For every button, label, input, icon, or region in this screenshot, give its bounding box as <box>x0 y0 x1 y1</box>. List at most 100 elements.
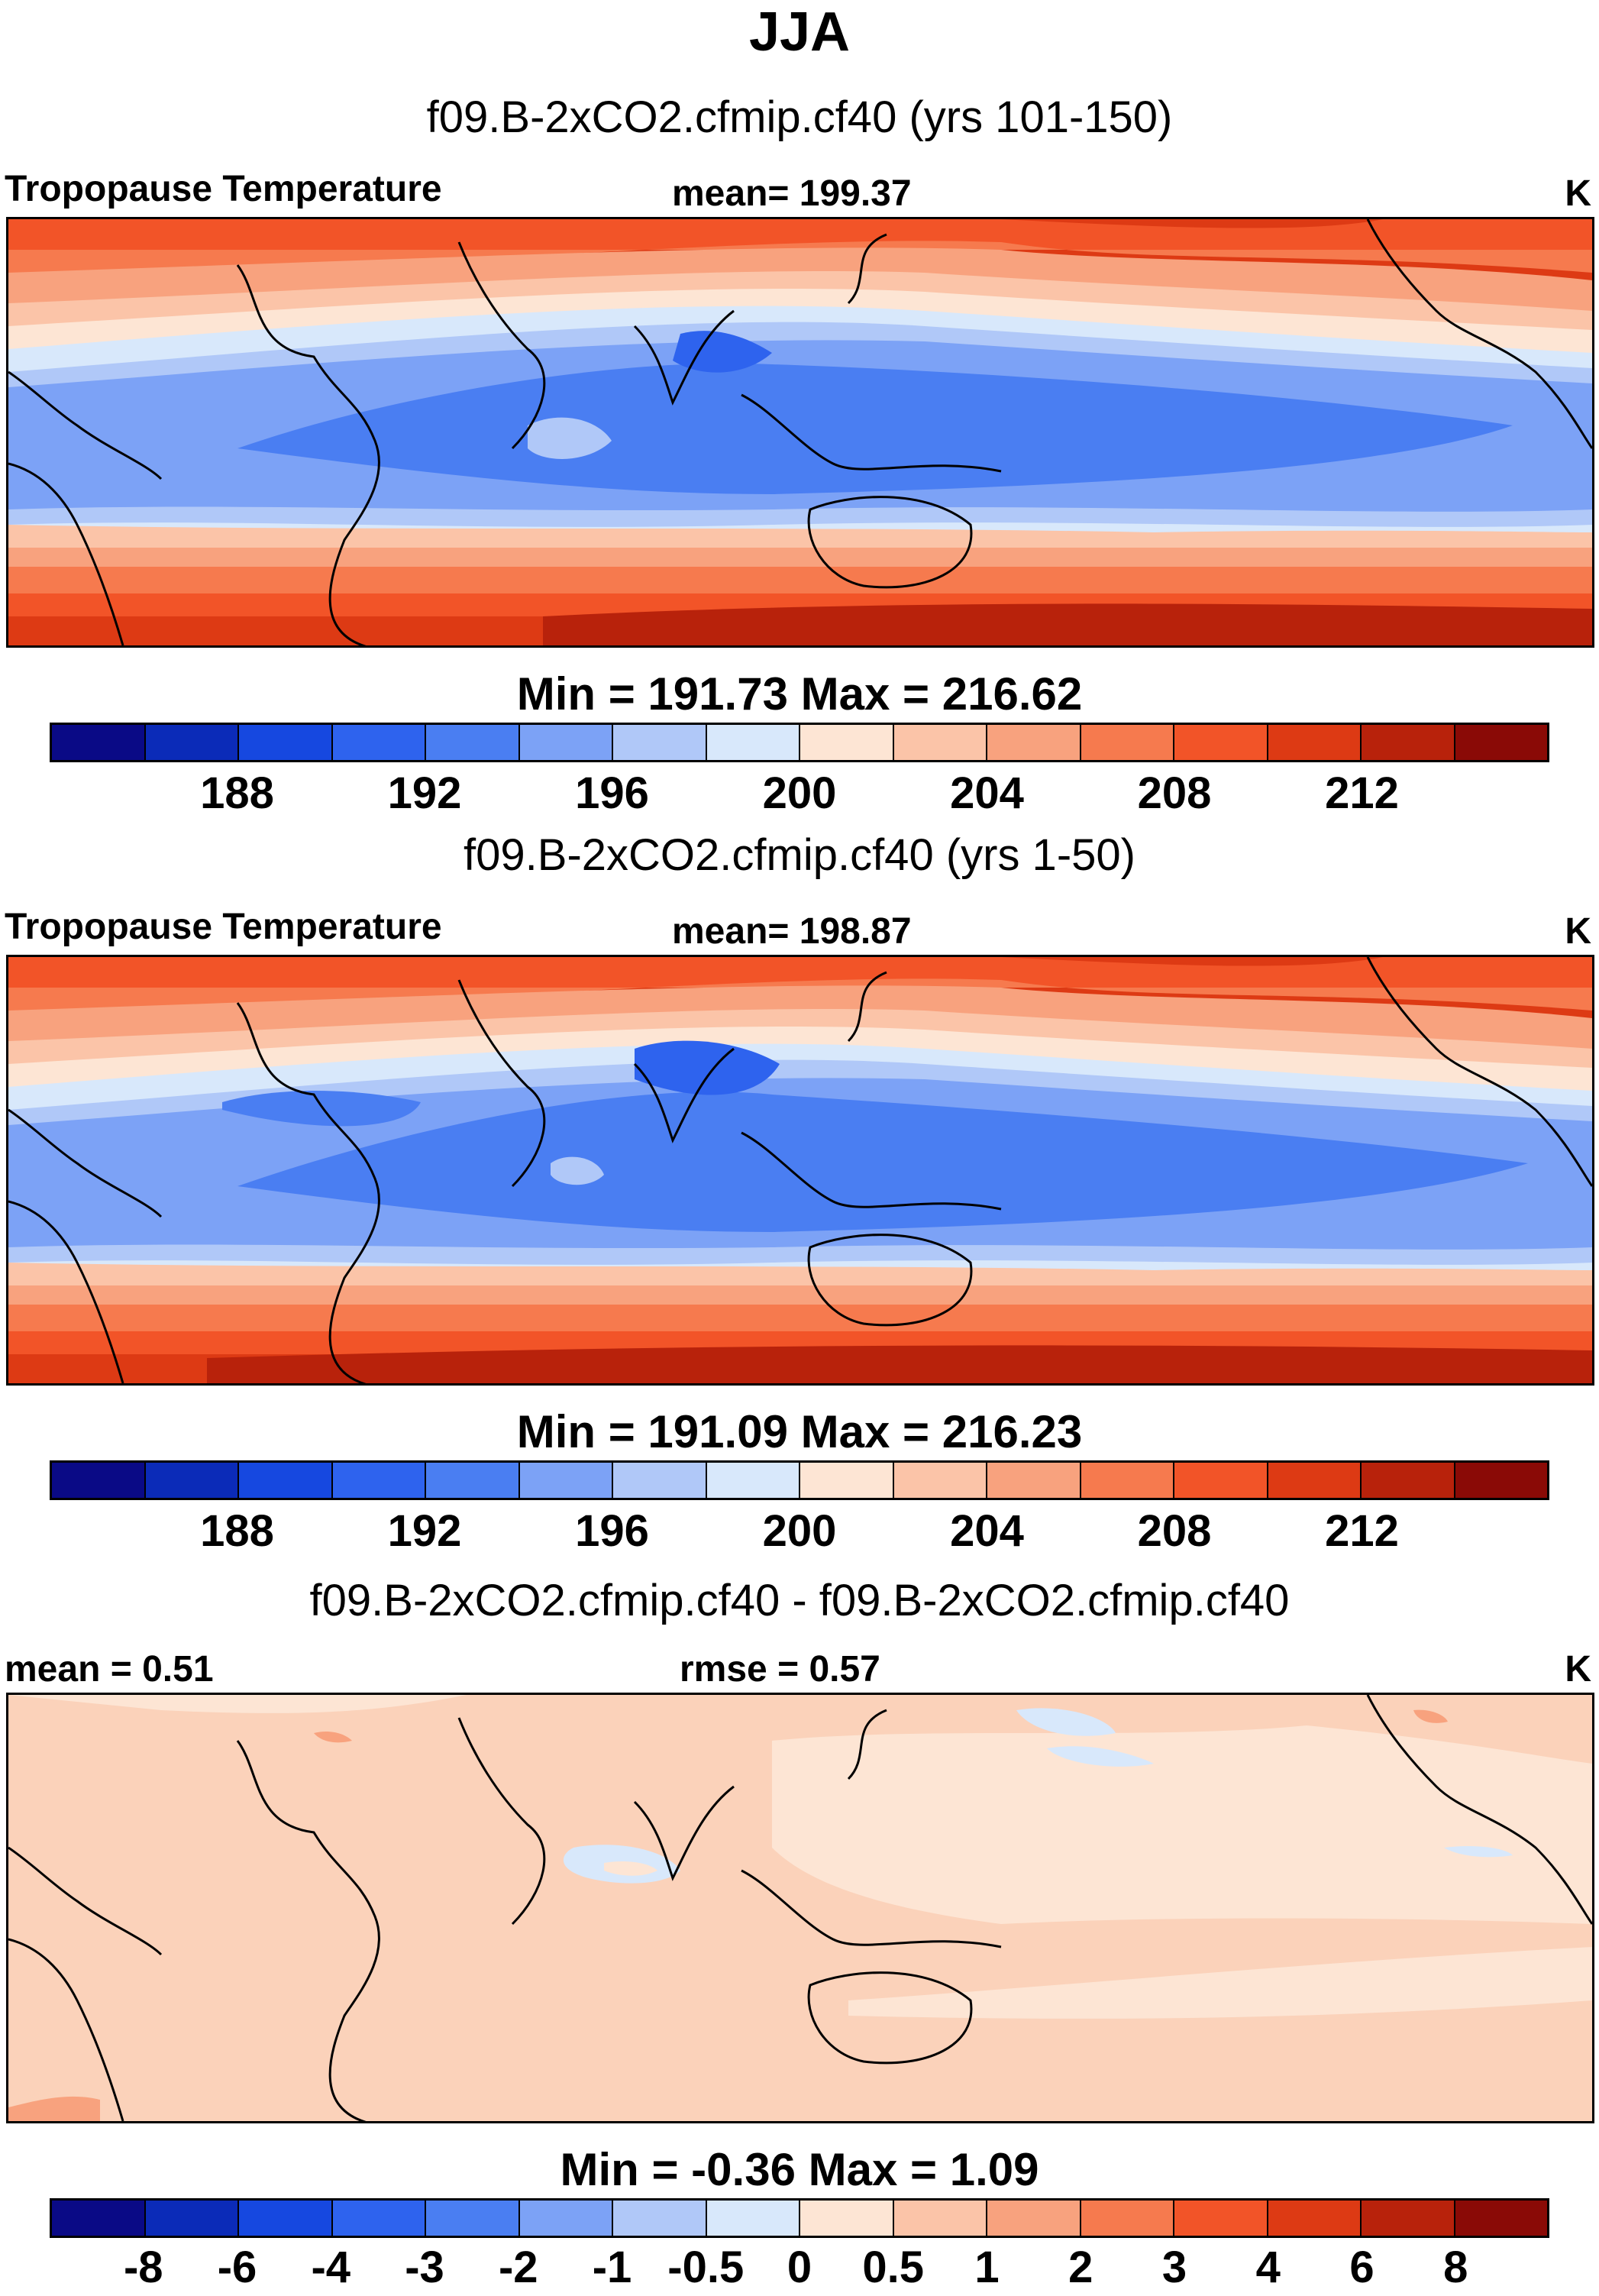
colorbar-tick-label: 196 <box>575 768 649 818</box>
colorbar-tick-label: -6 <box>217 2243 257 2292</box>
colorbar-tick-label: -3 <box>405 2243 444 2292</box>
colorbar-tick-label: 188 <box>200 768 274 818</box>
colorbar-box <box>893 1463 987 1498</box>
panel1-contour-field <box>8 219 1592 645</box>
colorbar-box <box>519 725 613 760</box>
panel2-left-label: Tropopause Temperature <box>5 907 442 947</box>
panel2-contour-field <box>8 957 1592 1383</box>
colorbar-tick-label: 212 <box>1325 1506 1399 1556</box>
colorbar-box <box>987 725 1081 760</box>
panel3-minmax: Min = -0.36 Max = 1.09 <box>560 2144 1039 2195</box>
colorbar-box <box>706 1463 800 1498</box>
colorbar-box <box>1268 2201 1362 2236</box>
colorbar-box <box>1174 2201 1268 2236</box>
colorbar-tick-label: -8 <box>123 2243 163 2292</box>
colorbar-box <box>426 725 520 760</box>
panel3-units-label: K <box>1565 1649 1591 1690</box>
colorbar-box <box>239 1463 333 1498</box>
colorbar-box <box>1081 1463 1174 1498</box>
colorbar-box <box>145 1463 239 1498</box>
colorbar-tick-label: 0 <box>787 2243 812 2292</box>
colorbar-box <box>426 2201 520 2236</box>
colorbar-tick-label: 188 <box>200 1506 274 1556</box>
colorbar-box <box>1081 2201 1174 2236</box>
figure-title: JJA <box>748 2 851 63</box>
colorbar-tick-label: 192 <box>387 1506 462 1556</box>
panel1-mean-label: mean= 199.37 <box>672 173 912 214</box>
colorbar-tick-label: -0.5 <box>667 2243 745 2292</box>
panel1-colorbar <box>50 723 1549 762</box>
colorbar-box <box>426 1463 520 1498</box>
colorbar-tick-label: 204 <box>950 768 1024 818</box>
panel3-map <box>6 1693 1594 2123</box>
panel2-map <box>6 955 1594 1386</box>
colorbar-box <box>145 725 239 760</box>
colorbar-tick-label: 192 <box>387 768 462 818</box>
colorbar-box <box>332 1463 426 1498</box>
colorbar-box <box>893 2201 987 2236</box>
colorbar-box <box>332 2201 426 2236</box>
colorbar-box <box>1268 725 1362 760</box>
colorbar-box <box>519 1463 613 1498</box>
colorbar-box <box>987 1463 1081 1498</box>
colorbar-box <box>52 1463 146 1498</box>
panel2-units-label: K <box>1565 911 1591 952</box>
colorbar-box <box>987 2201 1081 2236</box>
colorbar-box <box>1362 725 1455 760</box>
colorbar-box <box>145 2201 239 2236</box>
colorbar-box <box>800 725 894 760</box>
colorbar-box <box>239 725 333 760</box>
panel1-case-title: f09.B-2xCO2.cfmip.cf40 (yrs 101-150) <box>426 92 1173 142</box>
panel1-units-label: K <box>1565 173 1591 214</box>
colorbar-box <box>52 725 146 760</box>
colorbar-tick-label: 212 <box>1325 768 1399 818</box>
colorbar-box <box>1174 725 1268 760</box>
panel2-mean-label: mean= 198.87 <box>672 911 912 952</box>
colorbar-box <box>706 725 800 760</box>
colorbar-tick-label: 4 <box>1255 2243 1281 2292</box>
colorbar-tick-label: 2 <box>1068 2243 1093 2292</box>
colorbar-tick-label: 200 <box>762 768 837 818</box>
colorbar-box <box>1455 2201 1547 2236</box>
panel1-left-label: Tropopause Temperature <box>5 169 442 209</box>
colorbar-box <box>893 725 987 760</box>
colorbar-box <box>1455 1463 1547 1498</box>
colorbar-tick-label: 1 <box>974 2243 1000 2292</box>
panel3-rmse-label: rmse = 0.57 <box>680 1649 880 1690</box>
colorbar-tick-label: 208 <box>1137 768 1212 818</box>
colorbar-tick-label: -2 <box>498 2243 538 2292</box>
panel2-colorbar-ticks: 188 192 196 200 204 208 212 <box>50 1506 1549 1560</box>
panel3-mean-label: mean = 0.51 <box>5 1649 214 1690</box>
colorbar-tick-label: 0.5 <box>862 2243 925 2292</box>
colorbar-tick-label: 204 <box>950 1506 1024 1556</box>
panel2-minmax: Min = 191.09 Max = 216.23 <box>516 1406 1083 1457</box>
colorbar-box <box>613 725 707 760</box>
colorbar-box <box>1081 725 1174 760</box>
colorbar-box <box>332 725 426 760</box>
colorbar-tick-label: 196 <box>575 1506 649 1556</box>
panel1-map <box>6 217 1594 648</box>
panel1-minmax: Min = 191.73 Max = 216.62 <box>516 668 1083 720</box>
colorbar-box <box>52 2201 146 2236</box>
colorbar-box <box>1362 1463 1455 1498</box>
colorbar-box <box>239 2201 333 2236</box>
panel2-case-title: f09.B-2xCO2.cfmip.cf40 (yrs 1-50) <box>464 830 1135 880</box>
panel3-case-title: f09.B-2xCO2.cfmip.cf40 - f09.B-2xCO2.cfm… <box>309 1576 1290 1625</box>
colorbar-box <box>1362 2201 1455 2236</box>
colorbar-tick-label: 8 <box>1443 2243 1468 2292</box>
colorbar-tick-label: 6 <box>1349 2243 1374 2292</box>
colorbar-box <box>1174 1463 1268 1498</box>
colorbar-box <box>800 2201 894 2236</box>
panel3-colorbar-ticks: -8 -6 -4 -3 -2 -1 -0.5 0 0.5 1 2 3 4 6 8 <box>50 2243 1549 2296</box>
colorbar-tick-label: 3 <box>1161 2243 1187 2292</box>
colorbar-box <box>613 1463 707 1498</box>
colorbar-box <box>519 2201 613 2236</box>
panel2-colorbar <box>50 1460 1549 1500</box>
colorbar-box <box>706 2201 800 2236</box>
colorbar-box <box>1268 1463 1362 1498</box>
panel1-colorbar-ticks: 188 192 196 200 204 208 212 <box>50 768 1549 822</box>
colorbar-tick-label: 208 <box>1137 1506 1212 1556</box>
colorbar-box <box>800 1463 894 1498</box>
panel3-colorbar <box>50 2198 1549 2238</box>
colorbar-tick-label: -4 <box>311 2243 351 2292</box>
